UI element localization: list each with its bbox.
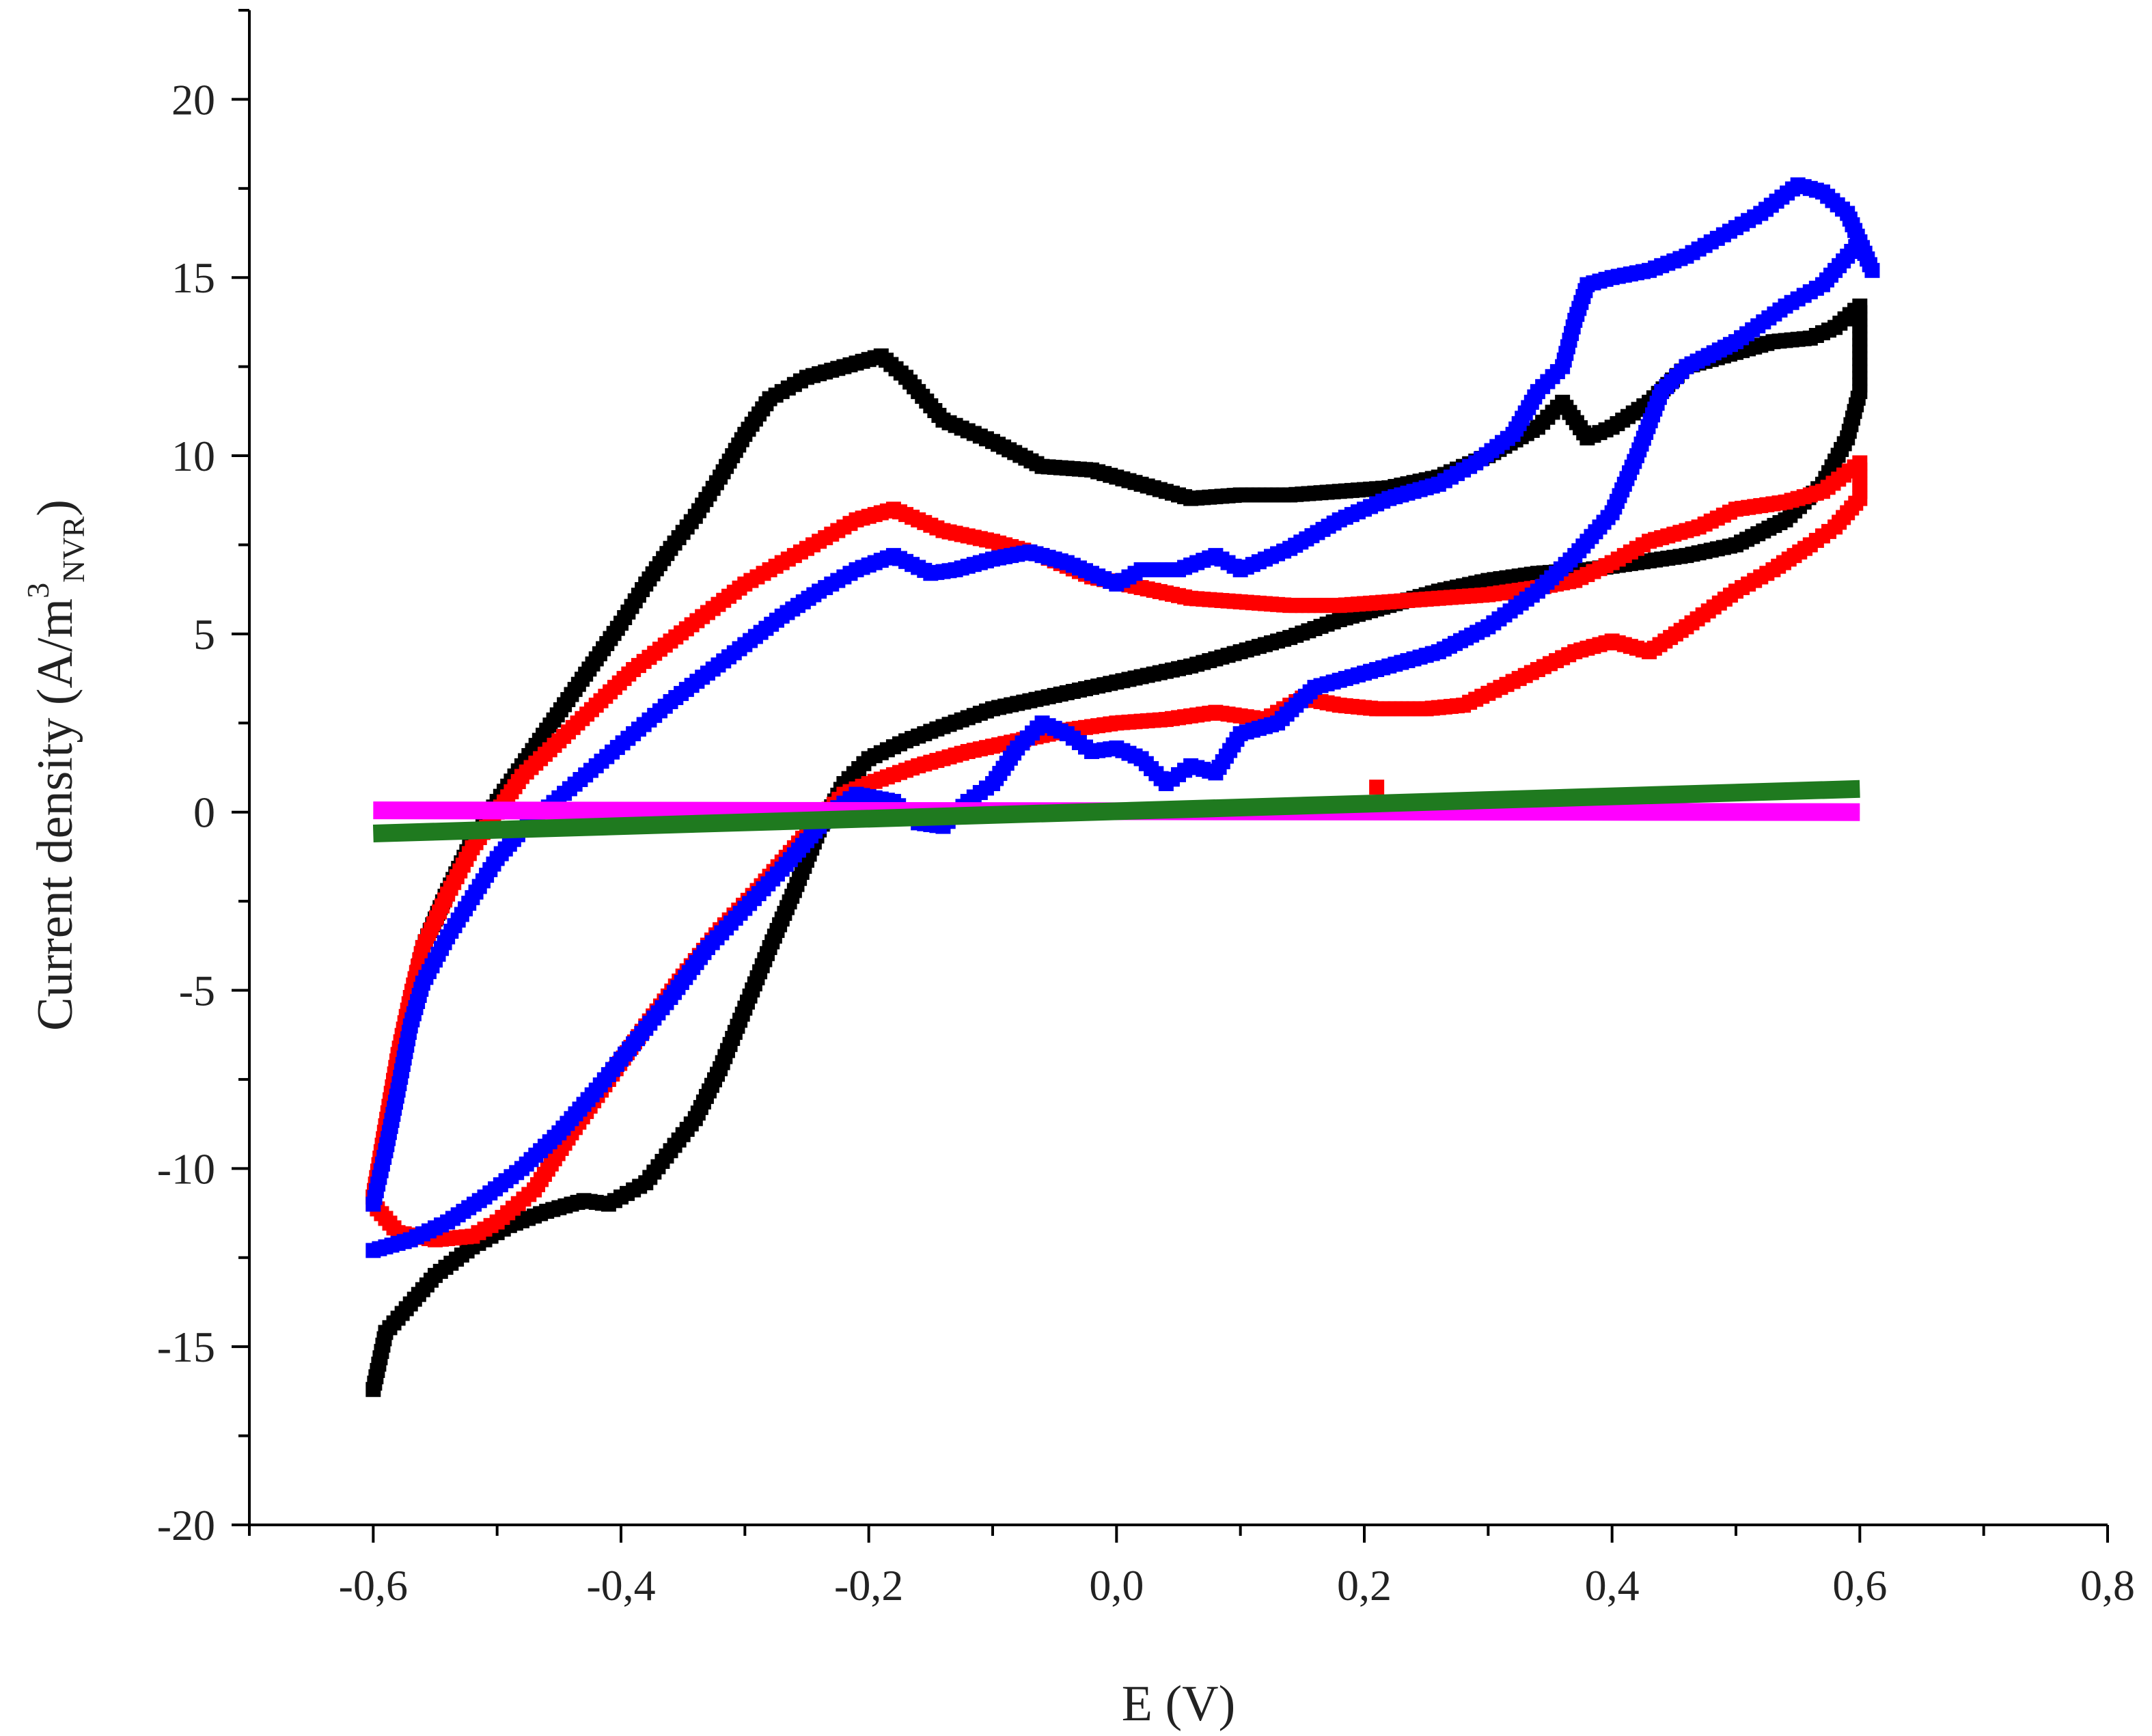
y-tick-label: 20 [171,75,215,124]
x-tick-label: 0,2 [1337,1561,1392,1610]
x-tick-label: 0,4 [1585,1561,1640,1610]
y-tick-label: 5 [193,610,215,659]
x-tick-label: -0,2 [834,1561,903,1610]
x-tick-label: 0,6 [1832,1561,1887,1610]
x-axis-title: E (V) [1122,1676,1235,1732]
series-0 [365,298,1868,1397]
y-tick-label: -15 [157,1323,215,1371]
axes-layer [248,10,2108,1526]
y-axis-title-main: Current density (A/m [27,598,83,1031]
ticks-layer: -0,6 -0,4 -0,2 0,0 0,2 0,4 0,6 0,8 -20 -15 -10 -5 0 5… [157,9,2135,1610]
y-tick-label: -20 [157,1501,215,1549]
y-tick-label: -10 [157,1144,215,1193]
y-axis-title-sup: 3 [20,583,55,598]
data-point [1369,780,1385,795]
series-2 [365,177,1880,1258]
y-tick-label: 10 [171,432,215,480]
series-4 [372,780,1860,842]
series-layer [365,177,1880,1397]
x-tick-label: -0,4 [586,1561,655,1610]
y-axis-title-close: ) [27,499,83,516]
series-line [372,780,1860,842]
y-tick-label: 0 [193,788,215,837]
data-point [365,1196,381,1212]
y-axis-title-sub: NVR [56,516,91,582]
x-tick-label: -0,6 [339,1561,408,1610]
y-tick-label: 15 [171,253,215,302]
y-tick-label: -5 [179,967,215,1015]
x-tick-label: 0,8 [2080,1561,2135,1610]
y-axis-title: Current density (A/m3NVR) [20,499,91,1031]
x-tick-label: 0,0 [1089,1561,1144,1610]
